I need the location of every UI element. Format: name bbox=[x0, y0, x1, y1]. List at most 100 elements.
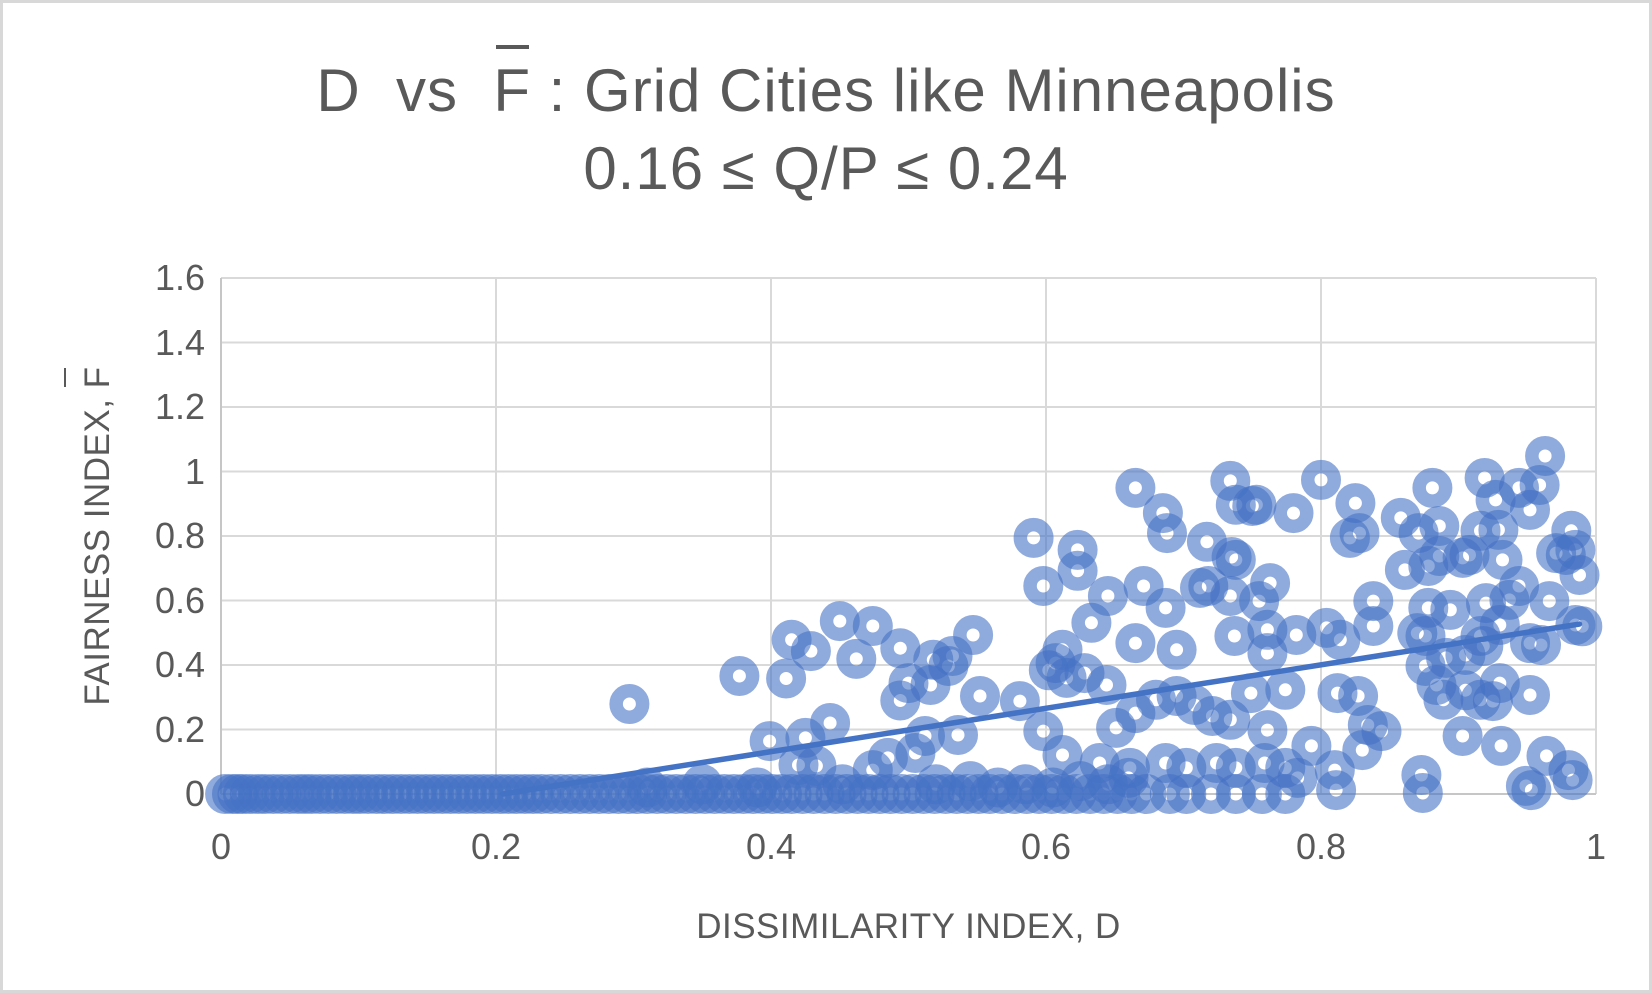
data-point bbox=[1291, 725, 1332, 766]
y-axis-title-fbar: F bbox=[70, 366, 126, 388]
data-point bbox=[790, 631, 831, 672]
x-tick-label: 0 bbox=[210, 826, 232, 867]
data-point bbox=[953, 615, 994, 655]
data-point bbox=[1071, 602, 1112, 643]
data-point bbox=[1013, 517, 1054, 558]
data-point bbox=[932, 636, 973, 676]
data-point bbox=[1123, 566, 1164, 606]
data-point bbox=[1559, 555, 1600, 595]
data-point bbox=[1460, 510, 1501, 551]
data-point bbox=[1412, 467, 1453, 508]
data-point bbox=[1086, 665, 1127, 705]
y-tick-label: 1 bbox=[184, 450, 205, 492]
data-point bbox=[1210, 699, 1251, 740]
data-point bbox=[719, 656, 760, 696]
data-point bbox=[1552, 760, 1593, 801]
data-point bbox=[1430, 589, 1471, 630]
y-axis-title-prefix: FAIRNESS INDEX, bbox=[78, 388, 117, 706]
data-point bbox=[836, 638, 877, 679]
y-tick-label: 1.4 bbox=[154, 321, 205, 363]
data-point bbox=[1277, 757, 1318, 798]
x-tick-label: 0.2 bbox=[470, 826, 522, 867]
data-point bbox=[819, 601, 860, 642]
data-point bbox=[737, 767, 778, 808]
x-tick-label: 0.8 bbox=[1295, 826, 1347, 867]
data-point bbox=[1316, 770, 1357, 811]
data-point bbox=[1320, 619, 1361, 660]
data-point bbox=[627, 767, 668, 808]
y-tick-label: 0.2 bbox=[154, 708, 205, 750]
data-point bbox=[1273, 493, 1314, 534]
data-point bbox=[682, 764, 723, 805]
data-point bbox=[1479, 663, 1520, 704]
data-point bbox=[1250, 563, 1291, 604]
data-point bbox=[822, 764, 863, 805]
data-point bbox=[1230, 673, 1271, 714]
data-point bbox=[1529, 581, 1570, 622]
data-point bbox=[1023, 711, 1064, 752]
data-point bbox=[916, 764, 956, 805]
data-point bbox=[1442, 716, 1483, 756]
data-point bbox=[1525, 436, 1566, 476]
y-tick-label: 0.4 bbox=[154, 644, 205, 685]
data-point bbox=[796, 745, 837, 786]
y-tick-label: 0 bbox=[184, 773, 205, 814]
data-point bbox=[1156, 629, 1197, 670]
data-point bbox=[1214, 616, 1255, 656]
data-point bbox=[1247, 710, 1288, 751]
data-point bbox=[1215, 539, 1256, 580]
x-tick-label: 0.6 bbox=[1020, 826, 1072, 867]
data-point bbox=[1236, 484, 1277, 525]
data-point bbox=[1401, 755, 1442, 795]
y-tick-label: 0.6 bbox=[154, 579, 205, 621]
plot-area bbox=[205, 277, 1603, 814]
data-point bbox=[1115, 623, 1156, 664]
data-point bbox=[1335, 483, 1376, 524]
data-point bbox=[1265, 669, 1306, 710]
data-point bbox=[1353, 606, 1394, 646]
y-tick-label: 1.6 bbox=[154, 257, 205, 298]
data-point bbox=[766, 658, 807, 699]
data-point bbox=[1339, 513, 1380, 554]
data-point bbox=[1301, 459, 1341, 500]
data-point bbox=[1419, 506, 1460, 546]
data-point bbox=[1499, 566, 1539, 606]
data-point bbox=[1115, 467, 1156, 508]
data-point bbox=[1042, 735, 1083, 775]
data-point bbox=[1087, 576, 1128, 616]
chart-title-suffix: : Grid Cities like Minneapolis bbox=[531, 57, 1336, 124]
data-point bbox=[880, 628, 921, 669]
data-point bbox=[609, 684, 650, 724]
data-point bbox=[960, 676, 1000, 716]
data-point bbox=[1247, 633, 1288, 674]
data-point bbox=[1057, 550, 1098, 591]
data-point bbox=[1147, 513, 1187, 554]
data-point bbox=[1519, 465, 1560, 505]
data-point bbox=[1023, 566, 1064, 606]
chart-subtitle: 0.16 ≤ Q/P ≤ 0.24 bbox=[583, 135, 1069, 202]
trendline bbox=[500, 621, 1583, 797]
y-tick-label: 1.2 bbox=[154, 386, 205, 427]
x-tick-label: 0.4 bbox=[745, 826, 797, 867]
data-point bbox=[1511, 770, 1552, 811]
data-point bbox=[1192, 696, 1233, 736]
data-point bbox=[810, 703, 851, 743]
data-point bbox=[1109, 747, 1150, 788]
data-point bbox=[1402, 773, 1443, 813]
chart-title-fbar: F bbox=[493, 45, 531, 127]
data-point bbox=[1166, 747, 1207, 788]
data-point bbox=[1276, 615, 1317, 655]
data-point bbox=[1361, 711, 1402, 752]
data-point bbox=[1145, 587, 1186, 628]
chart-title: D vs F : Grid Cities like Minneapolis bbox=[3, 45, 1649, 127]
data-point bbox=[852, 606, 893, 646]
y-tick-label: 0.8 bbox=[154, 515, 205, 556]
x-tick-label: 1 bbox=[1585, 826, 1607, 867]
x-axis-title: DISSIMILARITY INDEX, D bbox=[696, 907, 1121, 946]
chart-title-prefix: D vs bbox=[316, 57, 494, 124]
y-axis-title: FAIRNESS INDEX, F bbox=[70, 236, 126, 836]
data-point bbox=[1481, 725, 1522, 766]
data-point bbox=[1482, 539, 1523, 580]
data-point bbox=[1510, 675, 1550, 715]
